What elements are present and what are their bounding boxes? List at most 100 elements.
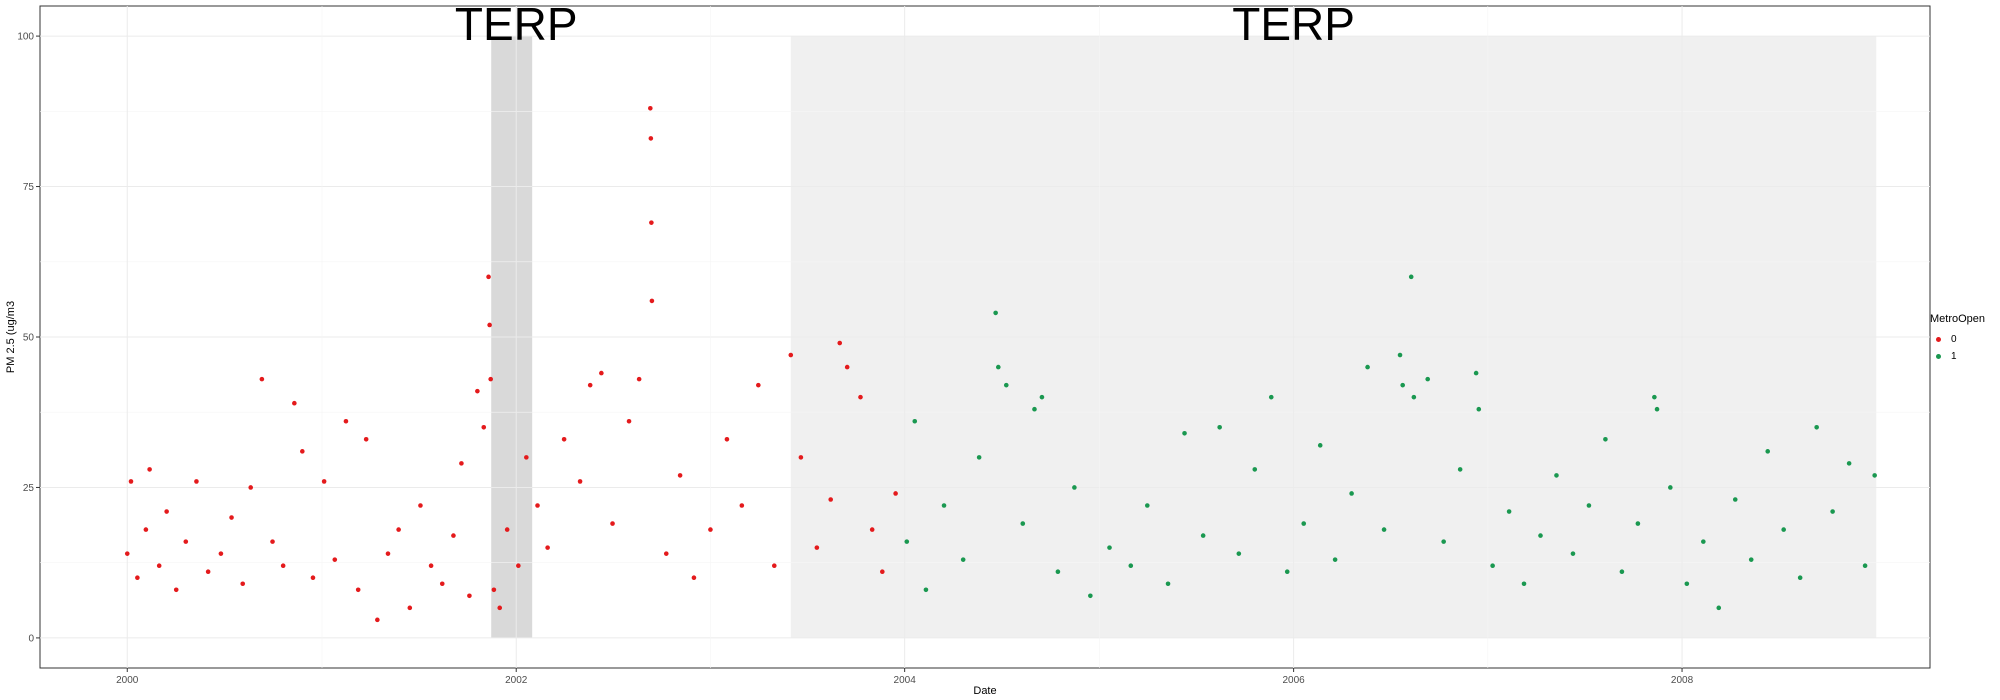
- y-tick-label-2: 50: [23, 333, 35, 344]
- data-point-s0-1: [128, 479, 134, 484]
- data-point-s0-58: [649, 298, 655, 304]
- data-point-s0-63: [724, 437, 730, 442]
- data-point-s0-32: [439, 581, 445, 587]
- data-point-s1-37: [1441, 539, 1446, 544]
- data-point-s1-45: [1554, 473, 1559, 478]
- legend-key-0: [1930, 331, 1946, 348]
- data-point-s1-9: [1020, 521, 1026, 526]
- data-point-s1-50: [1635, 521, 1641, 526]
- data-point-s1-53: [1668, 485, 1673, 490]
- data-point-s0-64: [739, 503, 745, 508]
- data-point-s0-44: [516, 563, 521, 568]
- data-point-s1-63: [1830, 509, 1835, 514]
- data-point-s0-5: [156, 563, 162, 568]
- data-point-s0-12: [229, 515, 234, 520]
- data-points: [124, 106, 1877, 623]
- data-point-s0-67: [788, 352, 794, 358]
- data-point-s1-22: [1236, 551, 1242, 556]
- data-point-s0-21: [321, 479, 327, 484]
- data-point-s0-41: [491, 587, 497, 593]
- data-point-s1-33: [1400, 382, 1405, 388]
- data-point-s0-2: [135, 575, 140, 581]
- data-point-s1-28: [1332, 557, 1338, 562]
- data-point-s0-50: [587, 382, 593, 388]
- data-point-s1-54: [1684, 581, 1690, 587]
- data-point-s1-2: [923, 587, 929, 593]
- data-point-s1-51: [1652, 394, 1657, 400]
- legend-label-1: 1: [1951, 351, 1957, 362]
- data-point-s1-30: [1365, 364, 1370, 370]
- data-point-s0-65: [756, 382, 761, 388]
- data-point-s1-49: [1619, 569, 1625, 575]
- data-point-s0-71: [837, 340, 843, 346]
- data-point-s1-25: [1284, 569, 1290, 575]
- data-point-s1-34: [1408, 274, 1414, 280]
- annotation-terp-1: TERP: [1232, 0, 1355, 50]
- data-point-s1-11: [1039, 394, 1045, 400]
- data-point-s1-56: [1716, 605, 1722, 611]
- data-point-s1-47: [1586, 503, 1592, 508]
- x-tick-label-2: 2004: [894, 675, 917, 686]
- data-point-s1-18: [1165, 581, 1171, 587]
- data-point-s0-43: [504, 527, 510, 532]
- data-point-s0-36: [475, 388, 480, 394]
- data-point-s0-4: [147, 467, 152, 472]
- data-point-s0-30: [418, 503, 423, 508]
- data-point-s1-27: [1317, 443, 1323, 448]
- data-point-s1-14: [1088, 593, 1093, 599]
- data-point-s1-39: [1473, 370, 1479, 376]
- data-point-s1-32: [1397, 352, 1403, 358]
- data-point-s0-13: [240, 581, 246, 587]
- legend-title: MetroOpen: [1930, 313, 1986, 325]
- data-point-s1-60: [1781, 527, 1786, 532]
- data-point-s1-8: [1003, 382, 1009, 388]
- tick-labels: 0 25 50 75 100 2000 2002 2004 2006 2008: [17, 32, 1693, 686]
- y-tick-label-0: 0: [28, 633, 34, 644]
- data-point-s0-20: [310, 575, 316, 581]
- data-point-s0-11: [218, 551, 224, 556]
- data-point-s1-20: [1200, 533, 1206, 538]
- data-point-s0-0: [124, 551, 130, 556]
- data-point-s1-35: [1411, 394, 1417, 400]
- data-point-s1-4: [960, 557, 966, 562]
- data-point-s0-37: [481, 424, 487, 430]
- y-tick-label-3: 75: [23, 182, 35, 193]
- data-point-s0-45: [524, 455, 529, 460]
- data-point-s0-14: [248, 485, 254, 490]
- data-point-s1-61: [1797, 575, 1803, 581]
- data-point-s0-6: [164, 509, 169, 514]
- x-tick-label-0: 2000: [116, 675, 139, 686]
- data-point-s0-22: [332, 557, 338, 562]
- data-point-s0-38: [486, 274, 491, 280]
- legend-key-1: [1930, 348, 1946, 365]
- gridlines: [40, 6, 1930, 668]
- data-point-s1-24: [1268, 394, 1274, 400]
- data-point-s0-17: [280, 563, 286, 568]
- data-point-s0-55: [648, 106, 653, 111]
- data-point-s1-42: [1506, 509, 1512, 514]
- x-axis-title: Date: [973, 685, 996, 697]
- data-point-s0-47: [545, 545, 550, 550]
- data-point-s0-40: [488, 376, 493, 382]
- data-point-s0-74: [869, 527, 875, 532]
- data-point-s1-0: [904, 539, 910, 544]
- data-point-s1-41: [1490, 563, 1495, 568]
- data-point-s0-57: [649, 220, 654, 225]
- data-point-s0-49: [577, 479, 583, 484]
- data-point-s1-16: [1128, 563, 1134, 568]
- data-point-s0-29: [407, 605, 413, 611]
- data-point-s0-60: [677, 473, 683, 478]
- data-point-s0-8: [183, 539, 189, 544]
- data-point-s0-34: [459, 461, 464, 466]
- data-point-s1-65: [1862, 563, 1868, 568]
- data-point-s0-39: [487, 322, 492, 328]
- data-point-s0-15: [259, 376, 265, 382]
- data-point-s1-23: [1252, 467, 1258, 472]
- legend-entry-0: 0: [1930, 331, 1985, 348]
- data-point-s1-62: [1814, 424, 1819, 430]
- data-point-s0-10: [205, 569, 211, 575]
- data-point-s1-21: [1217, 424, 1222, 430]
- data-point-s0-52: [610, 521, 615, 526]
- data-point-s0-9: [194, 479, 199, 484]
- data-point-s1-17: [1144, 503, 1150, 508]
